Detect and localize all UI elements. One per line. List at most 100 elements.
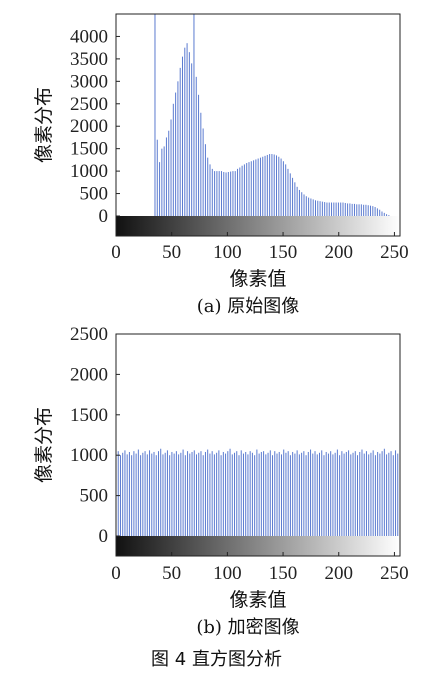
histogram-bar (238, 455, 240, 536)
x-tick-label: 100 (213, 563, 242, 584)
histogram-bar (307, 451, 309, 536)
histogram-bar (131, 455, 133, 536)
histogram-bar (188, 52, 190, 216)
histogram-bar (168, 130, 170, 216)
histogram-bar (276, 453, 278, 536)
histogram-bar (354, 451, 356, 536)
histogram-bar (214, 171, 216, 216)
histogram-bar (301, 452, 303, 536)
histogram-bar (209, 453, 211, 536)
histogram-bar (181, 56, 183, 216)
histogram-bar (343, 453, 345, 536)
histogram-bar (381, 211, 383, 216)
histogram-bar (292, 177, 294, 216)
x-tick-label: 250 (380, 242, 409, 263)
histogram-bar (333, 202, 335, 216)
histogram-bar (220, 171, 222, 216)
x-axis-label: 像素值 (229, 268, 286, 290)
histogram-bar (195, 76, 197, 216)
x-tick-label: 50 (162, 242, 181, 263)
histogram-bar (303, 194, 305, 216)
histogram-bar (308, 197, 310, 216)
histogram-bar (386, 454, 388, 536)
y-tick-label: 2500 (70, 324, 108, 345)
histogram-bar (200, 112, 202, 216)
histogram-bar (249, 451, 251, 536)
histogram-bar (310, 449, 312, 536)
histogram-bar (298, 189, 300, 216)
x-tick-label: 0 (111, 563, 121, 584)
histogram-bar (278, 451, 280, 536)
histogram-bar (240, 450, 242, 536)
histogram-bar (298, 454, 300, 536)
histogram-bar (222, 451, 224, 536)
histogram-bar (242, 453, 244, 536)
histogram-bar (330, 451, 332, 536)
histogram-bar (381, 451, 383, 536)
histogram-bar (368, 454, 370, 536)
histogram-bar (178, 454, 180, 536)
histogram-bar (280, 158, 282, 216)
histogram-bar (207, 449, 209, 536)
histogram-bar (254, 455, 256, 536)
histogram-bar (280, 454, 282, 536)
histogram-bar (310, 198, 312, 216)
histogram-bar (177, 81, 179, 216)
histogram-bar (287, 168, 289, 216)
histogram-bar (340, 202, 342, 216)
histogram-bar (267, 452, 269, 536)
histogram-bar (140, 455, 142, 536)
histogram-bar (390, 451, 392, 536)
histogram-bar (156, 139, 158, 216)
histogram-bar (209, 164, 211, 216)
histogram-bar (359, 451, 361, 536)
y-tick-label: 3500 (70, 49, 108, 70)
histogram-bar (184, 455, 186, 536)
histogram-bar (251, 452, 253, 536)
grayscale-ramp (116, 536, 400, 556)
histogram-bar (117, 451, 119, 536)
histogram-bar (376, 208, 378, 216)
histogram-bar (189, 453, 191, 536)
histogram-bar (360, 204, 362, 216)
histogram-bar (122, 452, 124, 536)
histogram-bar (165, 137, 167, 216)
histogram-bar (386, 214, 388, 216)
histogram-bar (372, 450, 374, 536)
histogram-bar (161, 148, 163, 216)
y-axis-label: 像素分布 (33, 87, 55, 163)
histogram-bar (347, 203, 349, 216)
histogram-bar (377, 451, 379, 536)
x-axis-label: 像素值 (229, 589, 286, 611)
histogram-bar (204, 451, 206, 536)
histogram-bar (374, 455, 376, 536)
histogram-bar (191, 451, 193, 536)
histogram-bar (273, 154, 275, 216)
histogram-bar (269, 154, 271, 216)
histogram-bar (193, 450, 195, 536)
histogram-bar (324, 202, 326, 216)
histogram-bar (370, 452, 372, 536)
histogram-bar (213, 454, 215, 536)
y-tick-label: 2000 (70, 116, 108, 137)
histogram-bar (388, 215, 390, 216)
histogram-bar (170, 119, 172, 216)
histogram-bar (187, 451, 189, 536)
histogram-bar (282, 161, 284, 216)
histogram-bar (126, 454, 128, 536)
histogram-bar (262, 156, 264, 216)
x-tick-label: 50 (162, 563, 181, 584)
histogram-bar (227, 172, 229, 216)
histogram-bar (363, 204, 365, 216)
histogram-bar (179, 67, 181, 217)
x-tick-label: 250 (380, 563, 409, 584)
histogram-bar (334, 452, 336, 536)
x-tick-label: 100 (213, 242, 242, 263)
histogram-bar (361, 449, 363, 536)
histogram-bar (337, 202, 339, 216)
histogram-bar (276, 155, 278, 216)
histogram-bar (175, 451, 177, 536)
histogram-bar (137, 449, 139, 536)
histogram-bar (305, 455, 307, 536)
histogram-bar (318, 452, 320, 536)
